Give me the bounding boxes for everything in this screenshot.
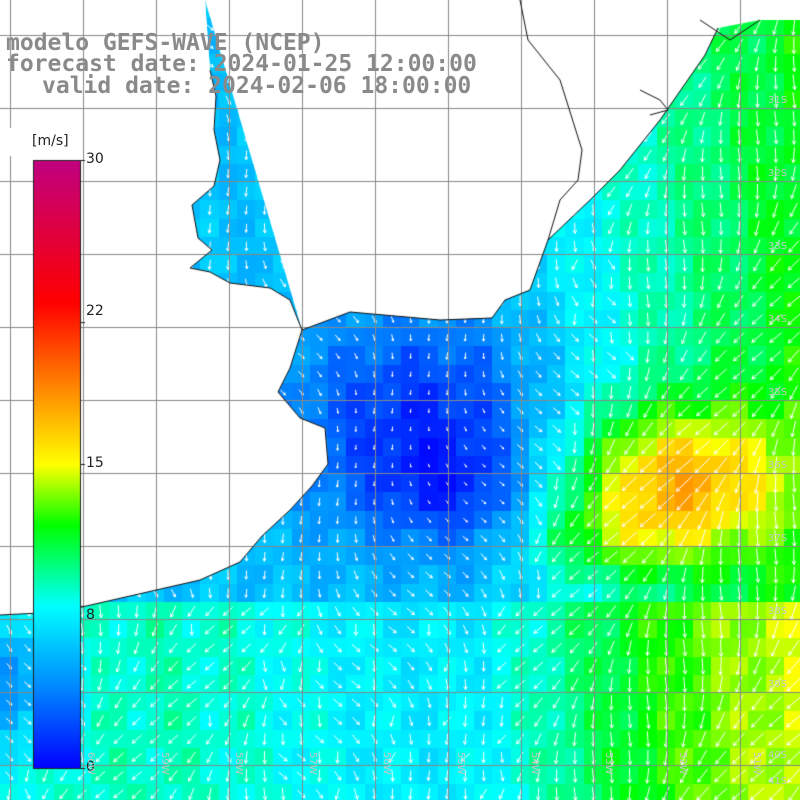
lat-label: 33S: [768, 241, 788, 252]
lon-label: 56W: [381, 752, 392, 775]
lon-label: 57W: [307, 752, 318, 775]
colorbar-tick-22: 22: [86, 303, 104, 319]
title-forecast-date: forecast date: 2024-01-25 12:00:00: [6, 51, 477, 77]
lat-label: 35S: [768, 387, 788, 398]
lon-label: 53W: [603, 752, 614, 775]
lat-label: 41S: [768, 776, 788, 787]
lon-label: 60W: [85, 752, 96, 775]
lat-label: 36S: [768, 460, 788, 471]
colorbar-tick-8: 8: [86, 607, 95, 623]
lat-label: 40S: [768, 750, 788, 761]
lat-label: 31S: [768, 95, 788, 106]
lon-label: 54W: [529, 752, 540, 775]
lat-label: 39S: [768, 679, 788, 690]
colorbar-tick-30: 30: [86, 151, 104, 167]
lat-label: 34S: [768, 314, 788, 325]
lon-label: 58W: [233, 752, 244, 775]
colorbar-tick-0: 0: [86, 759, 95, 775]
lon-label: 59W: [159, 752, 170, 775]
colorbar-tick-15: 15: [86, 455, 104, 471]
colorbar-unit: [m/s]: [32, 133, 69, 149]
title-model: modelo GEFS-WAVE (NCEP): [6, 30, 325, 56]
lon-label: 52W: [677, 752, 688, 775]
lat-label: 37S: [768, 533, 788, 544]
lat-label: 38S: [768, 606, 788, 617]
title-valid-date: valid date: 2024-02-06 18:00:00: [42, 73, 472, 99]
lon-label: 51W: [751, 752, 762, 775]
lat-label: 32S: [768, 168, 788, 179]
lon-label: 55W: [455, 752, 466, 775]
